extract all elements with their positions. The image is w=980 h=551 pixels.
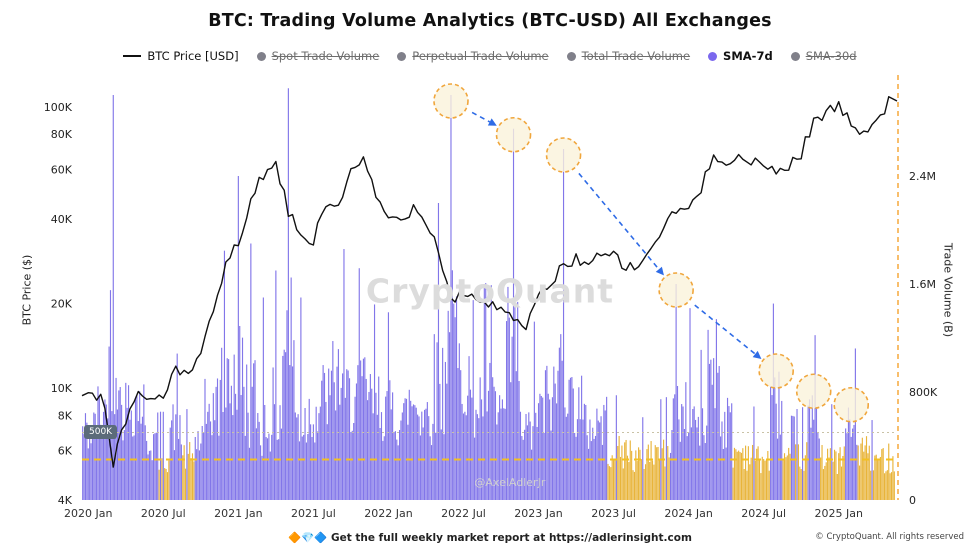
footer-copyright: © CryptoQuant. All rights reserved [815, 532, 964, 542]
left-axis-title: BTC Price ($) [20, 254, 34, 326]
footer-report-link[interactable]: 🔶💎🔷 Get the full weekly market report at… [288, 532, 692, 544]
threshold-badge: 500K [84, 425, 118, 439]
right-axis-title: Trade Volume (B) [941, 242, 955, 338]
